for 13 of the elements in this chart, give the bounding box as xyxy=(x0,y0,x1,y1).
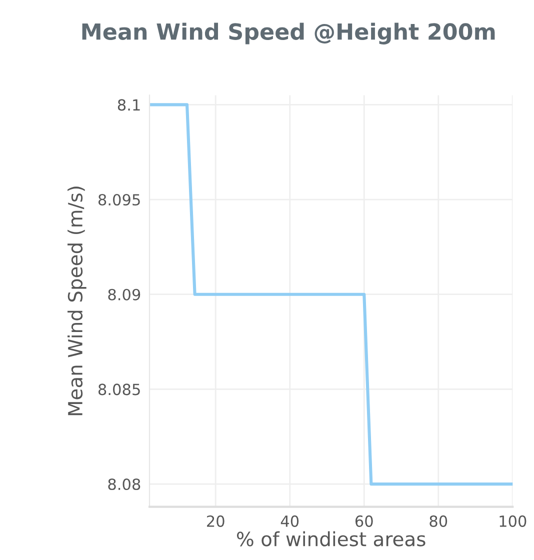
chart-title: Mean Wind Speed @Height 200m xyxy=(82,22,495,44)
y-tick-label: 8.08 xyxy=(108,478,140,490)
x-tick-label: 80 xyxy=(430,515,448,527)
y-axis-title: Mean Wind Speed (m/s) xyxy=(68,186,86,416)
x-tick-label: 60 xyxy=(355,515,373,527)
y-tick-label: 8.1 xyxy=(118,99,140,111)
y-tick-label: 8.085 xyxy=(98,384,140,396)
y-tick-label: 8.09 xyxy=(108,288,140,300)
x-tick-label: 20 xyxy=(207,515,224,527)
y-tick-label: 8.095 xyxy=(98,194,140,206)
x-tick-label: 40 xyxy=(280,515,299,527)
x-tick-label: 100 xyxy=(500,515,526,527)
x-axis-title: % of windiest areas xyxy=(236,531,426,546)
